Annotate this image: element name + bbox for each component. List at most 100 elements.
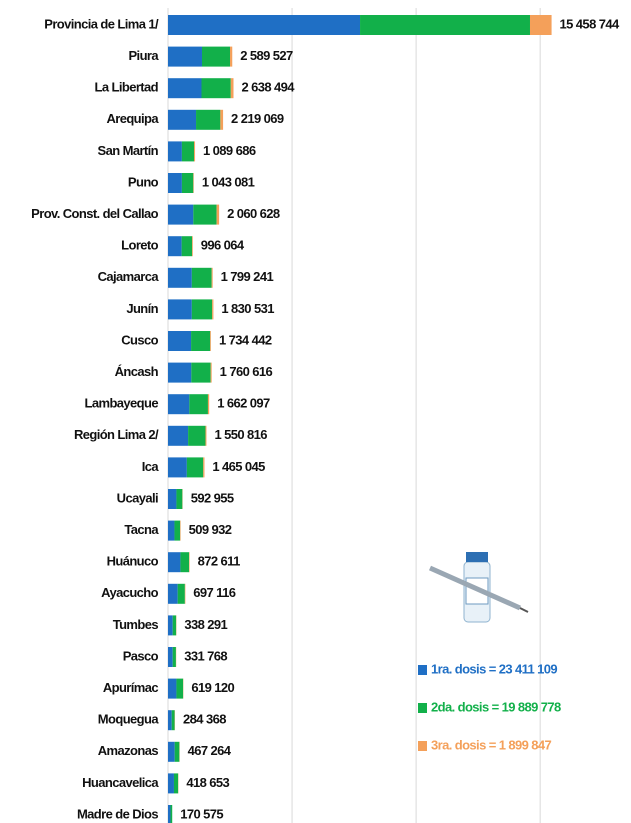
legend-swatch <box>418 703 427 713</box>
bar-segment <box>191 362 211 383</box>
bar-segment <box>168 78 202 99</box>
y-tick-label: San Martín <box>98 143 159 158</box>
bar-segment <box>174 741 180 762</box>
bar-segment <box>168 46 202 67</box>
total-label: 509 932 <box>189 522 232 537</box>
y-tick-label: La Libertad <box>95 80 159 95</box>
bar-segment <box>168 204 194 225</box>
y-tick-label: Huancavelica <box>82 775 159 790</box>
y-tick-label: Amazonas <box>98 743 159 758</box>
legend-label: 2da. dosis = 19 889 778 <box>431 699 561 714</box>
bar-segment <box>201 78 231 99</box>
total-label: 1 550 816 <box>214 427 267 442</box>
bar-segment <box>188 425 206 446</box>
total-label: 2 219 069 <box>231 111 284 126</box>
y-tick-label: Prov. Const. del Callao <box>31 206 158 221</box>
legend-label: 3ra. dosis = 1 899 847 <box>431 737 552 752</box>
total-label: 1 662 097 <box>217 396 270 411</box>
y-tick-label: Huánuco <box>107 554 159 569</box>
bar-segment <box>205 425 207 446</box>
total-label: 1 799 241 <box>221 269 274 284</box>
total-label: 418 653 <box>186 775 229 790</box>
total-label: 697 116 <box>193 585 235 600</box>
bar-segment <box>168 741 175 762</box>
bar-segment <box>172 647 176 667</box>
total-label: 2 589 527 <box>240 48 293 63</box>
bar-segment <box>174 520 181 541</box>
total-label: 996 064 <box>201 238 245 253</box>
y-tick-label: Tumbes <box>113 617 159 632</box>
bar-segment <box>168 15 361 35</box>
y-tick-label: Moquegua <box>98 712 160 727</box>
bar-segment <box>212 299 214 320</box>
bar-segment <box>186 457 204 478</box>
y-tick-label: Ayacucho <box>101 585 159 600</box>
total-label: 331 768 <box>184 648 227 663</box>
bar-segment <box>168 299 192 320</box>
bar-segment <box>191 331 211 351</box>
bar-segment <box>168 615 173 636</box>
bar-segment <box>173 773 179 794</box>
bar-segment <box>181 141 195 162</box>
bar-segment <box>168 552 181 573</box>
bar-segment <box>176 678 184 699</box>
y-tick-label: Tacna <box>124 522 159 537</box>
y-tick-label: Cajamarca <box>98 269 160 284</box>
bar-segment <box>211 267 213 288</box>
total-label: 619 120 <box>191 680 234 695</box>
bar-segment <box>168 583 178 604</box>
total-label: 1 465 045 <box>212 459 265 474</box>
y-tick-label: Provincia de Lima 1/ <box>44 16 159 31</box>
bar-segment <box>181 173 194 193</box>
bar-segment <box>168 331 192 351</box>
bar-segment <box>168 141 182 162</box>
total-label: 338 291 <box>184 617 227 632</box>
bar-segment <box>193 204 217 225</box>
total-label: 1 830 531 <box>221 301 274 316</box>
bar-segment <box>189 394 208 415</box>
y-tick-label: Madre de Dios <box>77 806 158 821</box>
y-tick-label: Piura <box>128 48 159 63</box>
y-tick-label: Cusco <box>121 332 158 347</box>
y-tick-label: Loreto <box>121 238 159 253</box>
total-label: 170 575 <box>180 806 223 821</box>
bar-segment <box>168 773 174 794</box>
total-label: 1 734 442 <box>219 332 272 347</box>
bar-segment <box>168 236 182 257</box>
y-tick-label: Región Lima 2/ <box>74 427 159 442</box>
y-tick-label: Lambayeque <box>85 396 159 411</box>
bar-segment <box>201 46 231 67</box>
bar-segment <box>210 362 212 383</box>
y-tick-label: Junín <box>126 301 158 316</box>
bar-segment <box>230 78 234 99</box>
bar-segment <box>203 457 205 478</box>
total-label: 467 264 <box>188 743 232 758</box>
bar-segment <box>360 15 530 35</box>
bar-segment <box>177 583 185 604</box>
y-tick-label: Puno <box>128 174 159 189</box>
total-label: 284 368 <box>183 712 226 727</box>
total-label: 1 089 686 <box>203 143 256 158</box>
bar-segment <box>181 236 193 257</box>
total-label: 1 043 081 <box>202 174 255 189</box>
bar-segment <box>192 236 193 257</box>
legend-label: 1ra. dosis = 23 411 109 <box>431 661 557 676</box>
bar-segment <box>207 394 210 415</box>
bar-segment <box>529 15 552 35</box>
total-label: 592 955 <box>191 490 234 505</box>
bar-segment <box>168 394 190 415</box>
bar-segment <box>168 805 171 823</box>
bar-segment <box>168 173 182 193</box>
bar-segment <box>168 457 187 478</box>
bar-segment <box>172 615 177 636</box>
vaccine-icon <box>428 552 529 623</box>
bar-segment <box>168 520 175 541</box>
y-tick-label: Arequipa <box>106 111 159 126</box>
bar-segment <box>168 678 177 699</box>
legend-swatch <box>418 665 427 675</box>
legend-swatch <box>418 741 427 751</box>
y-tick-label: Ucayali <box>117 490 158 505</box>
total-label: 15 458 744 <box>560 16 620 31</box>
y-tick-label: Apurímac <box>103 680 159 695</box>
bar-segment <box>191 299 213 320</box>
